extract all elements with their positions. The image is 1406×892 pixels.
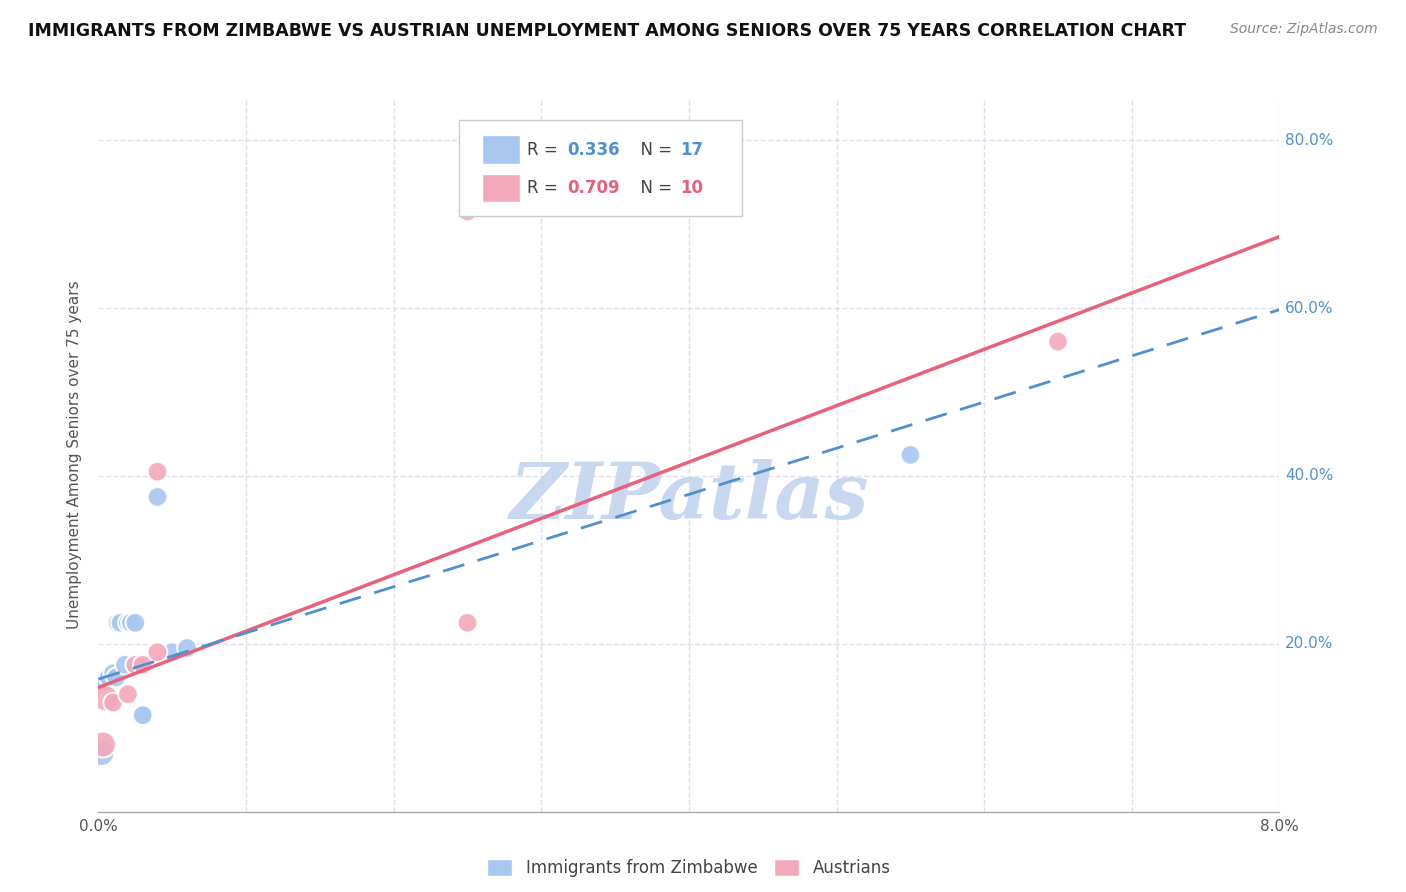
Point [162,645,183,659]
Point [146,645,169,659]
Text: ZIPatlas: ZIPatlas [509,459,869,536]
Text: IMMIGRANTS FROM ZIMBABWE VS AUSTRIAN UNEMPLOYMENT AMONG SENIORS OVER 75 YEARS CO: IMMIGRANTS FROM ZIMBABWE VS AUSTRIAN UNE… [28,22,1187,40]
Point [146,465,169,479]
Point [124,615,146,630]
Text: 17: 17 [681,141,704,159]
Point [103,666,124,681]
Text: 20.0%: 20.0% [1285,636,1334,651]
Text: 60.0%: 60.0% [1285,301,1334,316]
Text: R =: R = [527,141,564,159]
Point [103,696,124,710]
Text: Source: ZipAtlas.com: Source: ZipAtlas.com [1230,22,1378,37]
Point [105,670,128,684]
Point [146,490,169,504]
Point [132,657,155,672]
Point [132,708,155,723]
FancyBboxPatch shape [482,174,520,202]
Point [176,640,198,655]
Point [114,657,136,672]
Text: 0.709: 0.709 [567,179,620,197]
Text: R =: R = [527,179,564,197]
FancyBboxPatch shape [482,136,520,164]
Text: 0.336: 0.336 [567,141,620,159]
Point [90,746,112,760]
Text: 80.0%: 80.0% [1285,133,1334,147]
Text: 10: 10 [681,179,703,197]
Legend: Immigrants from Zimbabwe, Austrians: Immigrants from Zimbabwe, Austrians [479,851,898,886]
Y-axis label: Unemployment Among Seniors over 75 years: Unemployment Among Seniors over 75 years [67,281,83,629]
Point [117,687,139,701]
Text: N =: N = [630,179,678,197]
Point [456,204,478,219]
Point [1046,334,1069,349]
Text: 40.0%: 40.0% [1285,468,1334,483]
Point [94,691,117,706]
Point [117,615,139,630]
FancyBboxPatch shape [458,120,742,216]
Point [132,708,155,723]
Point [97,670,120,684]
Point [898,448,921,462]
Point [91,738,114,752]
Point [124,657,146,672]
Text: N =: N = [630,141,678,159]
Point [110,615,132,630]
Point [120,615,142,630]
Point [91,674,114,689]
Point [456,615,478,630]
Point [107,615,129,630]
